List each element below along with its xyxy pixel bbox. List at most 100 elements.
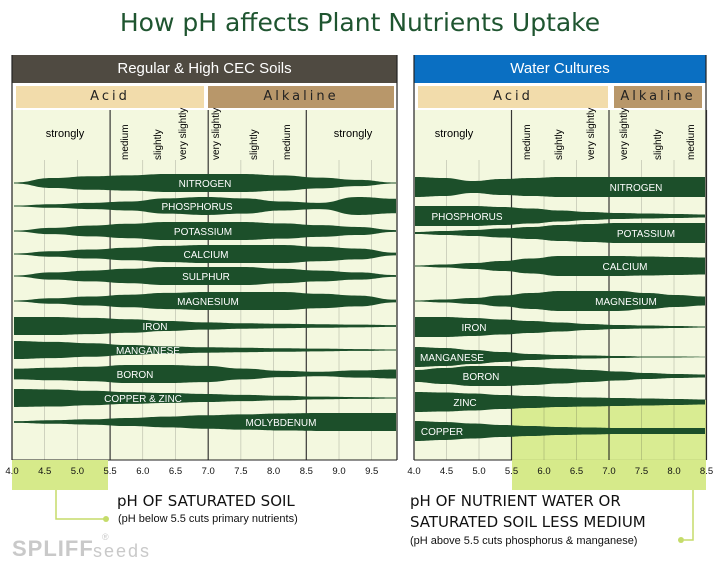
- soil-slightly-acid: slightly: [153, 129, 164, 160]
- soil-band-boron: [14, 365, 396, 383]
- soil-band-potassium: [14, 222, 396, 240]
- water-band-magnesium: [415, 291, 705, 311]
- soil-tick-label: 5.0: [71, 466, 84, 477]
- water-band-nitrogen: [415, 177, 705, 197]
- soil-band-phosphorus: [14, 197, 396, 215]
- water-tick-label: 8.5: [700, 466, 713, 477]
- water-band-copper: [415, 421, 705, 441]
- soil-nutrient-label: SULPHUR: [182, 272, 230, 283]
- water-band-boron: [415, 366, 705, 386]
- water-tick-label: 6.0: [537, 466, 550, 477]
- water-band-zinc: [415, 392, 705, 412]
- soil-tick-label: 6.0: [136, 466, 149, 477]
- soil-strongly-left: strongly: [46, 128, 85, 140]
- water-tick-label: 5.5: [505, 466, 518, 477]
- soil-nutrient-label: IRON: [143, 322, 168, 333]
- soil-band-nitrogen: [14, 174, 396, 192]
- soil-caption: pH OF SATURATED SOIL: [117, 492, 295, 510]
- soil-very-slightly-acid-text: very slightly: [178, 108, 189, 160]
- soil-note-dot: [103, 516, 109, 522]
- soil-nutrient-label: PHOSPHORUS: [161, 202, 232, 213]
- soil-tick-label: 8.5: [300, 466, 313, 477]
- soil-tick-label: 4.0: [5, 466, 18, 477]
- water-nutrient-label: MAGNESIUM: [595, 297, 657, 308]
- water-caption-line1: pH OF NUTRIENT WATER OR: [410, 492, 621, 510]
- soil-nutrient-label: BORON: [117, 370, 154, 381]
- water-nutrient-label: PHOSPHORUS: [431, 212, 502, 223]
- water-tick-label: 4.0: [407, 466, 420, 477]
- water-tick-label: 7.5: [635, 466, 648, 477]
- soil-nutrient-label: MAGNESIUM: [177, 297, 239, 308]
- water-medium-acid: medium: [522, 124, 533, 160]
- soil-band-manganese: [14, 341, 396, 359]
- soil-nutrient-label: CALCIUM: [183, 250, 228, 261]
- water-slightly-acid: slightly: [554, 129, 565, 160]
- soil-tick-label: 7.0: [202, 466, 215, 477]
- soil-alkaline-label: Alkaline: [208, 86, 394, 108]
- water-nutrient-label: BORON: [463, 372, 500, 383]
- water-band-manganese: [415, 347, 705, 367]
- soil-panel-header: Regular & High CEC Soils: [12, 55, 397, 83]
- soil-strongly-right: strongly: [334, 128, 373, 140]
- water-medium-alk: medium: [686, 124, 697, 160]
- soil-very-slightly-acid: very slightly: [178, 108, 189, 160]
- water-tick-label: 4.5: [440, 466, 453, 477]
- water-tick-label: 8.0: [667, 466, 680, 477]
- water-acid-label: Acid: [418, 86, 608, 108]
- soil-tick-label: 5.5: [103, 466, 116, 477]
- soil-nutrient-bands: NITROGEN PHOSPHORUS POTASSIUM CALCIUM SULPHU…: [14, 174, 396, 431]
- soil-medium-alk: medium: [282, 124, 293, 160]
- water-high-ph-zone-foot: [512, 460, 706, 490]
- water-alkaline-label: Alkaline: [614, 86, 702, 108]
- water-strongly-left: strongly: [435, 128, 474, 140]
- water-nutrient-label: ZINC: [453, 398, 476, 409]
- water-nutrient-label: POTASSIUM: [617, 229, 675, 240]
- water-tick-label: 7.0: [602, 466, 615, 477]
- soil-low-ph-zone: [12, 460, 108, 490]
- soil-band-magnesium: [14, 292, 396, 310]
- brand-logo-suffix: seeds: [93, 541, 152, 561]
- soil-band-sulphur: [14, 267, 396, 285]
- soil-medium-acid: medium: [120, 124, 131, 160]
- water-slightly-alk: slightly: [653, 129, 664, 160]
- soil-band-molybdenum: [14, 413, 396, 431]
- soil-nutrient-label: MOLYBDENUM: [246, 418, 317, 429]
- soil-band-calcium: [14, 245, 396, 263]
- water-caption-line2: SATURATED SOIL LESS MEDIUM: [410, 513, 646, 531]
- brand-reg-mark: ®: [102, 532, 109, 542]
- water-nutrient-label: IRON: [462, 323, 487, 334]
- soil-note-connector: [55, 490, 104, 520]
- water-panel-header: Water Cultures: [414, 55, 706, 83]
- soil-tick-label: 7.5: [234, 466, 247, 477]
- soil-nutrient-label: NITROGEN: [179, 179, 232, 190]
- soil-tick-label: 8.0: [267, 466, 280, 477]
- water-ph-ticks: 4.0 4.5 5.0 5.5 6.0 6.5 7.0 7.5 8.0 8.5: [407, 466, 713, 477]
- water-band-iron: [415, 317, 705, 337]
- water-nutrient-label: MANGANESE: [420, 353, 484, 364]
- soil-slightly-alk: slightly: [249, 129, 260, 160]
- soil-nutrient-label: COPPER & ZINC: [104, 394, 182, 405]
- soil-tick-label: 6.5: [169, 466, 182, 477]
- soil-note: (pH below 5.5 cuts primary nutrients): [118, 513, 298, 525]
- soil-band-iron: [14, 317, 396, 335]
- water-very-slightly-acid: very slightly: [586, 108, 597, 160]
- water-tick-label: 6.5: [570, 466, 583, 477]
- water-band-phosphorus: [415, 206, 705, 226]
- water-nutrient-bands: NITROGEN PHOSPHORUS POTASSIUM CALCIUM MAGNES…: [415, 177, 705, 441]
- water-note-dot: [678, 537, 684, 543]
- water-tick-label: 5.0: [472, 466, 485, 477]
- brand-logo: SPLIFF: [12, 536, 94, 561]
- water-note: (pH above 5.5 cuts phosphorus & manganes…: [410, 535, 638, 547]
- soil-ph-ticks: 4.0 4.5 5.0 5.5 6.0 6.5 7.0 7.5 8.0 8.5 9.0 9.5: [5, 466, 378, 477]
- water-note-connector: [684, 490, 694, 541]
- water-nutrient-label: CALCIUM: [602, 262, 647, 273]
- soil-tick-label: 4.5: [38, 466, 51, 477]
- water-nutrient-label: NITROGEN: [610, 183, 663, 194]
- soil-very-slightly-alk: very slightly: [211, 108, 222, 160]
- soil-nutrient-label: POTASSIUM: [174, 227, 232, 238]
- soil-tick-label: 9.0: [332, 466, 345, 477]
- soil-band-copper-zinc: [14, 389, 396, 407]
- water-band-potassium: [415, 223, 705, 243]
- water-nutrient-label: COPPER: [421, 427, 463, 438]
